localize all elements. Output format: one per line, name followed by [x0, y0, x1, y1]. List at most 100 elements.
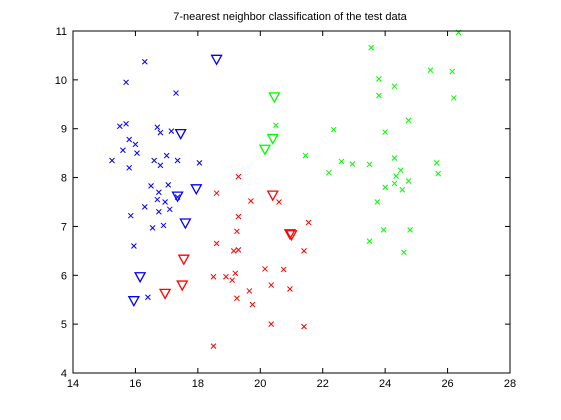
x-tick-label: 22	[317, 378, 329, 390]
x-marker-point	[401, 249, 407, 256]
y-tick-label: 6	[61, 270, 67, 282]
data-points	[109, 29, 462, 349]
x-marker-point	[148, 183, 154, 189]
x-marker-point	[268, 321, 275, 327]
x-marker-point	[157, 129, 164, 136]
x-marker-point	[338, 158, 345, 165]
x-marker-point	[366, 161, 373, 168]
triangle-marker-point	[190, 184, 203, 196]
x-marker-point	[382, 184, 388, 191]
x-marker-point	[246, 288, 253, 294]
x-marker-point	[262, 266, 268, 272]
x-marker-point	[276, 199, 282, 205]
x-marker-point	[391, 180, 398, 187]
x-marker-point	[330, 126, 337, 133]
x-marker-point	[223, 273, 229, 280]
x-marker-point	[407, 226, 413, 233]
x-marker-point	[234, 228, 240, 235]
x-marker-point	[210, 273, 217, 280]
x-tick-label: 14	[67, 378, 79, 390]
x-marker-point	[235, 247, 242, 253]
x-marker-point	[151, 157, 158, 164]
x-marker-point	[427, 67, 434, 73]
x-tick-label: 26	[441, 378, 453, 390]
x-marker-point	[123, 120, 129, 127]
axes-box	[72, 30, 511, 374]
x-marker-point	[433, 160, 440, 166]
x-tick-label: 16	[129, 378, 141, 390]
x-marker-point	[109, 157, 115, 164]
x-marker-point	[155, 189, 162, 196]
x-marker-point	[141, 58, 148, 65]
axes: 14 16 18 20 22 24 26 28 4 5 6 7 8 9 10 11	[55, 26, 516, 390]
x-marker-point	[249, 301, 256, 308]
x-marker-point	[391, 83, 398, 90]
triangle-marker-point	[266, 133, 279, 145]
x-marker-point	[213, 240, 220, 247]
x-tick-label: 20	[254, 378, 266, 390]
x-marker-point	[305, 219, 312, 226]
x-marker-point	[157, 162, 164, 169]
triangle-marker-point	[210, 54, 223, 66]
x-marker-point	[196, 160, 203, 166]
x-marker-point	[173, 90, 179, 96]
x-marker-point	[301, 248, 307, 254]
triangle-marker-point	[158, 288, 172, 300]
x-marker-point	[163, 152, 170, 159]
triangle-marker-point	[177, 254, 190, 266]
x-marker-point	[160, 222, 167, 229]
x-tick-label: 24	[379, 378, 391, 390]
x-marker-point	[234, 295, 240, 302]
plot-area	[73, 31, 510, 373]
triangle-marker-point	[266, 190, 279, 202]
y-tick-label: 8	[61, 173, 67, 185]
x-marker-point	[380, 226, 387, 233]
x-marker-point	[116, 123, 123, 130]
x-marker-point	[405, 178, 412, 184]
x-marker-point	[405, 117, 412, 124]
x-marker-point	[235, 213, 242, 220]
x-marker-point	[302, 152, 309, 159]
y-tick-label: 7	[61, 221, 67, 233]
x-marker-point	[123, 79, 129, 86]
x-marker-point	[232, 270, 239, 277]
x-marker-point	[145, 294, 151, 301]
triangle-marker-point	[268, 92, 281, 104]
x-marker-point	[366, 238, 373, 244]
x-marker-point	[268, 282, 275, 288]
x-marker-point	[229, 277, 236, 284]
x-marker-point	[174, 157, 181, 164]
triangle-marker-point	[174, 128, 187, 140]
x-marker-point	[210, 343, 217, 349]
x-marker-point	[213, 190, 220, 197]
x-marker-point	[149, 225, 156, 231]
x-marker-point	[127, 212, 134, 219]
triangle-marker-point	[258, 144, 272, 156]
y-tick-label: 10	[55, 75, 67, 87]
x-marker-point	[376, 76, 382, 82]
x-marker-point	[273, 122, 279, 129]
x-marker-point	[326, 169, 332, 176]
x-marker-point	[382, 129, 388, 135]
x-marker-point	[134, 150, 140, 156]
x-marker-point	[393, 173, 399, 179]
y-tick-label: 9	[61, 124, 67, 136]
x-marker-point	[155, 208, 162, 215]
x-marker-point	[154, 196, 161, 203]
x-marker-point	[165, 182, 172, 188]
x-marker-point	[154, 124, 161, 131]
x-marker-point	[126, 164, 133, 171]
triangle-marker-point	[134, 272, 147, 284]
x-marker-point	[162, 199, 168, 205]
x-marker-point	[349, 161, 356, 167]
x-marker-point	[376, 92, 382, 99]
chart-title: 7-nearest neighbor classification of the…	[173, 11, 407, 23]
x-marker-point	[248, 198, 254, 204]
x-marker-point	[397, 167, 404, 174]
x-marker-point	[450, 95, 457, 101]
x-marker-point	[399, 186, 406, 193]
x-marker-point	[449, 68, 456, 75]
triangle-marker-point	[171, 191, 184, 203]
x-marker-point	[166, 206, 173, 213]
